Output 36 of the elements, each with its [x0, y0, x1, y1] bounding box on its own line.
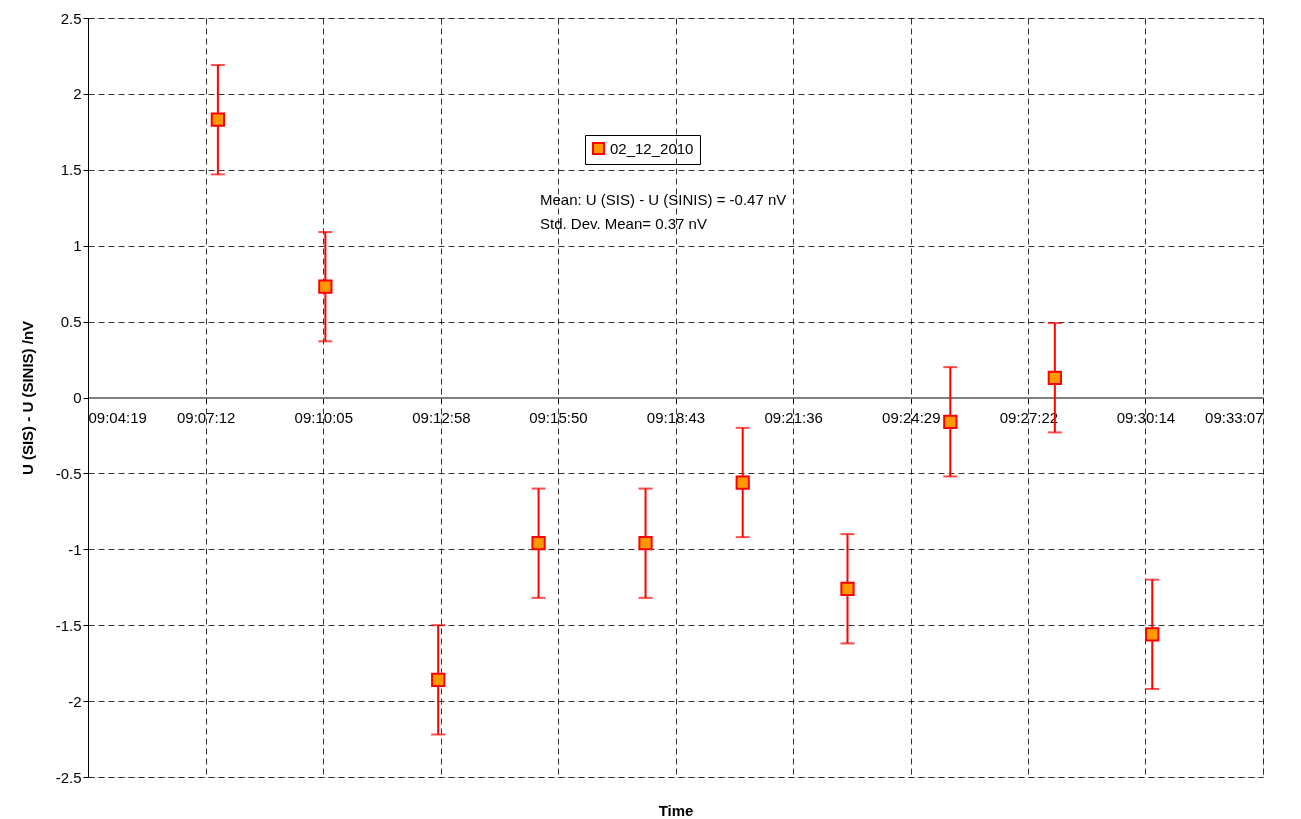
point	[318, 279, 333, 294]
point	[531, 536, 546, 551]
y-tick-label: 1	[73, 237, 82, 255]
point	[840, 581, 855, 596]
y-tick-label: 2.5	[60, 9, 82, 27]
x-tick-label: 09:10:05	[294, 409, 353, 426]
y-tick-label: 0.5	[60, 313, 82, 331]
x-tick-label: 09:18:43	[646, 409, 706, 426]
point	[431, 672, 446, 687]
point	[735, 475, 750, 490]
x-tick-label: 09:12:58	[412, 409, 471, 426]
y-tick-label: 0	[73, 389, 82, 406]
x-tick-label: 09:15:50	[529, 409, 588, 426]
y-tick-label: -0.5	[55, 464, 82, 482]
x-tick-label: 09:33:07	[1205, 409, 1264, 426]
y-axis-title: U (SIS) - U (SINIS) /nV	[18, 320, 36, 476]
y-tick-label: -1.5	[55, 616, 82, 634]
x-tick-label: 09:30:14	[1116, 409, 1176, 426]
x-tick-label: 09:07:12	[176, 409, 236, 426]
point	[943, 414, 958, 429]
annotation: Std. Dev. Mean= 0.37 nV	[540, 215, 707, 232]
point	[1145, 627, 1160, 642]
x-tick-label: 09:21:36	[764, 409, 823, 426]
point	[638, 536, 653, 551]
point	[1047, 370, 1062, 385]
x-tick-label: 09:24:29	[882, 409, 941, 426]
point	[210, 112, 226, 127]
y-tick-label: 2	[73, 85, 82, 103]
y-tick-label: -2	[68, 692, 82, 710]
y-tick-label: -2.5	[55, 768, 82, 786]
legend-label: 02_12_2010	[610, 139, 694, 157]
x-axis-title: Time	[658, 801, 694, 819]
y-tick-label: 1.5	[60, 161, 82, 179]
x-tick-label: 09:04:19	[88, 409, 147, 426]
y-tick-label: -1	[68, 540, 82, 558]
annotation: Mean: U (SIS) - U (SINIS) = -0.47 nV	[540, 191, 787, 208]
